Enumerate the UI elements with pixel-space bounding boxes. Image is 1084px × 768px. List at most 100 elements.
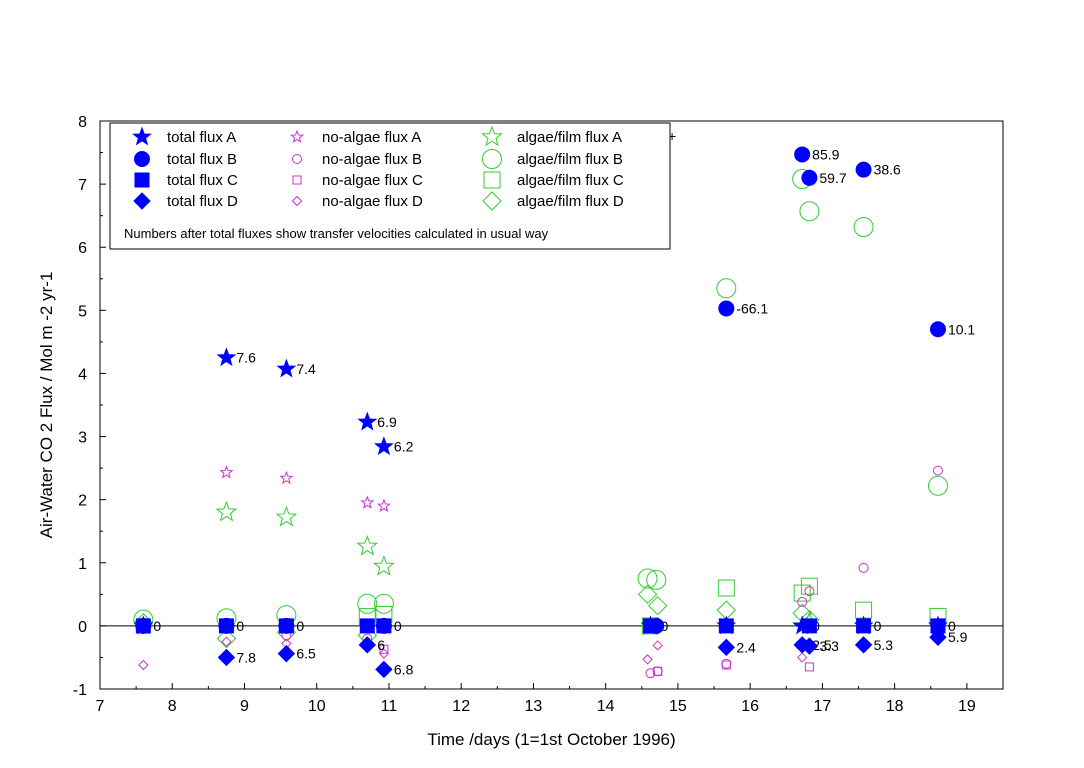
legend-label: total flux A xyxy=(167,129,236,146)
data-point xyxy=(360,495,375,509)
x-axis-label: Time /days (1=1st October 1996) xyxy=(427,730,675,749)
data-point xyxy=(653,666,663,676)
data-label: -66.1 xyxy=(736,300,768,316)
legend-marker xyxy=(483,171,501,189)
legend-label: no-algae flux D xyxy=(322,193,423,210)
data-label: 0 xyxy=(660,618,668,634)
legend-label: total flux D xyxy=(167,193,238,210)
data-point xyxy=(138,659,149,671)
data-point xyxy=(721,660,731,670)
legend-marker xyxy=(134,172,150,188)
series-algae-film-flux-b xyxy=(133,169,948,630)
data-label: 2.4 xyxy=(736,639,756,655)
x-tick-label: 9 xyxy=(240,698,249,715)
data-point xyxy=(801,618,817,634)
legend-label: no-algae flux A xyxy=(322,129,421,146)
x-tick-label: 11 xyxy=(381,698,398,715)
data-point xyxy=(796,652,808,663)
y-tick-label: 2 xyxy=(78,493,87,510)
data-point xyxy=(793,584,811,602)
data-point xyxy=(932,465,943,476)
y-tick-label: 7 xyxy=(78,177,87,194)
legend-marker xyxy=(291,195,303,207)
y-tick-label: 8 xyxy=(78,114,87,131)
data-point xyxy=(647,595,668,616)
data-point xyxy=(356,534,379,556)
data-point xyxy=(275,505,298,527)
data-point xyxy=(716,278,737,299)
data-label: 7.6 xyxy=(236,350,256,366)
x-tick-label: 17 xyxy=(814,698,832,715)
data-label: 85.9 xyxy=(812,146,839,162)
legend: Numbers after total fluxes show transfer… xyxy=(109,122,671,250)
data-point xyxy=(854,636,873,654)
data-point xyxy=(376,618,392,634)
data-point xyxy=(804,662,814,672)
legend-marker xyxy=(292,175,302,185)
series-total-flux-d: 7.8 6.5 6 6.8 2.4 2.53.3 5.3 5.9 xyxy=(217,628,968,679)
x-tick-label: 10 xyxy=(308,698,326,715)
data-label: 0 xyxy=(874,618,882,634)
data-point xyxy=(718,300,735,317)
legend-marker xyxy=(133,192,151,210)
data-point xyxy=(717,579,735,597)
data-point xyxy=(858,562,869,573)
data-point xyxy=(856,618,872,634)
data-point xyxy=(853,217,874,238)
data-point xyxy=(279,470,294,485)
data-label: 38.6 xyxy=(874,162,901,178)
legend-label: no-algae flux B xyxy=(322,151,422,168)
data-point xyxy=(799,201,820,222)
data-label: 0 xyxy=(948,618,956,634)
legend-label: total flux B xyxy=(167,151,237,168)
data-label: 7.4 xyxy=(296,361,316,377)
series-no-algae-flux-c xyxy=(379,644,814,676)
data-point xyxy=(797,596,808,607)
data-point xyxy=(800,637,819,655)
data-label: 5.3 xyxy=(874,637,894,653)
data-label: 0 xyxy=(296,618,304,634)
data-point xyxy=(373,555,395,576)
data-label: 3.3 xyxy=(819,638,839,654)
plus-mark: + xyxy=(668,128,676,144)
data-label: 7.8 xyxy=(236,649,256,665)
data-marks: 07.67.46.96.20000000-66.185.959.738.610.… xyxy=(133,128,975,679)
y-tick-label: 3 xyxy=(78,430,87,447)
data-point xyxy=(277,644,296,663)
legend-marker xyxy=(134,151,150,167)
legend-marker xyxy=(482,191,502,211)
data-label: 10.1 xyxy=(948,321,975,337)
data-point xyxy=(359,618,375,634)
data-point xyxy=(221,636,232,647)
data-point xyxy=(717,638,736,657)
data-point xyxy=(376,498,391,512)
data-point xyxy=(216,347,237,367)
data-point xyxy=(278,618,294,634)
series-total-flux-c xyxy=(135,618,946,634)
data-point xyxy=(718,618,734,634)
data-label: 6.5 xyxy=(296,646,316,662)
data-point xyxy=(357,411,378,431)
data-point xyxy=(642,654,653,665)
x-tick-label: 19 xyxy=(958,698,976,715)
data-point xyxy=(642,618,658,634)
data-point xyxy=(135,618,151,634)
data-point xyxy=(855,161,872,178)
data-point xyxy=(637,584,658,605)
data-point xyxy=(929,321,946,338)
series-no-algae-flux-a xyxy=(219,465,391,512)
data-label: 6.2 xyxy=(394,439,414,455)
data-label: 59.7 xyxy=(819,170,846,186)
legend-label: algae/film flux A xyxy=(517,129,622,146)
legend-box xyxy=(109,122,671,250)
x-tick-label: 8 xyxy=(168,698,177,715)
legend-marker xyxy=(132,126,152,146)
data-point xyxy=(375,660,393,679)
x-tick-label: 12 xyxy=(452,698,470,715)
data-point xyxy=(373,593,394,614)
data-point xyxy=(373,436,394,456)
data-point xyxy=(801,169,818,186)
data-point xyxy=(358,636,376,654)
legend-marker xyxy=(482,149,502,169)
y-tick-label: 5 xyxy=(78,303,87,320)
